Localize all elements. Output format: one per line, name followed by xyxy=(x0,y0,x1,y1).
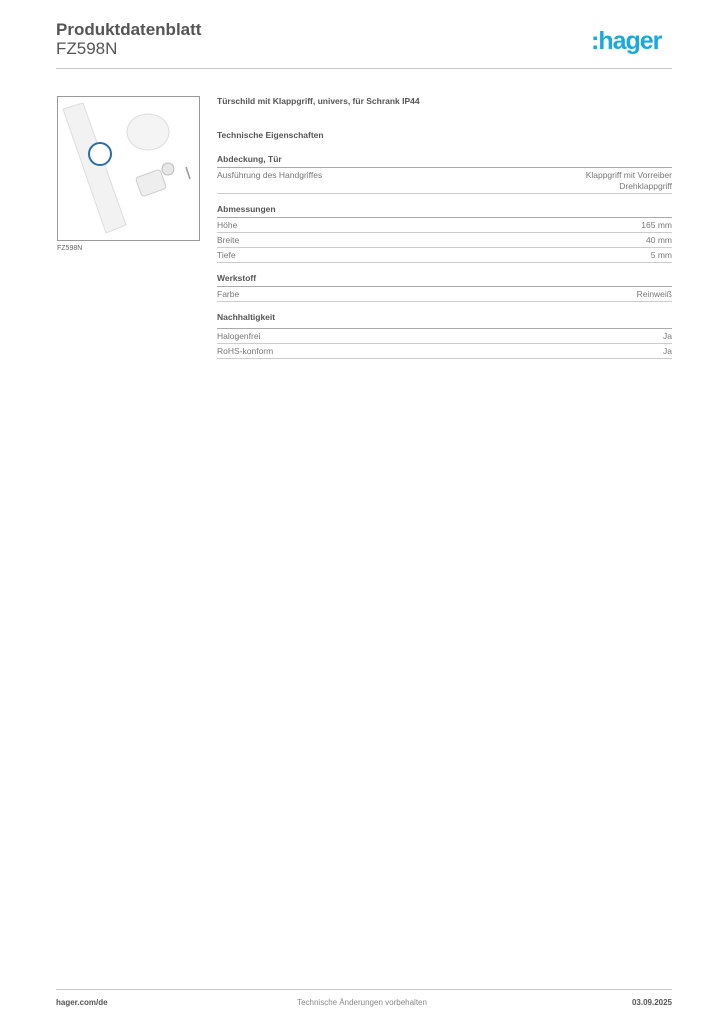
property-value: 5 mm xyxy=(650,249,672,260)
section-title: Nachhaltigkeit xyxy=(217,312,672,329)
property-label: Halogenfrei xyxy=(217,330,261,341)
property-row: Farbe Reinweiß xyxy=(217,287,672,302)
property-value: 165 mm xyxy=(641,219,672,230)
footer-date: 03.09.2025 xyxy=(631,998,672,1007)
section-title: Abmessungen xyxy=(217,204,672,218)
property-label: Höhe xyxy=(217,219,238,230)
property-label: Farbe xyxy=(217,288,240,299)
property-value: Reinweiß xyxy=(636,288,672,299)
section-title: Werkstoff xyxy=(217,273,672,287)
footer-website[interactable]: hager.com/de xyxy=(56,998,108,1007)
product-image xyxy=(57,96,200,241)
section-nachhaltigkeit: Nachhaltigkeit Halogenfrei Ja RoHS-konfor… xyxy=(217,312,672,359)
property-label: Ausführung des Handgriffes xyxy=(217,169,323,180)
product-title: Türschild mit Klappgriff, univers, für S… xyxy=(217,96,420,106)
property-value: Klappgriff mit Vorreiber xyxy=(585,169,672,180)
property-row: Halogenfrei Ja xyxy=(217,329,672,344)
article-number: FZ598N xyxy=(56,39,118,58)
hager-logo: :hager xyxy=(591,27,662,55)
image-caption: FZ598N xyxy=(57,245,83,252)
section-werkstoff: Werkstoff Farbe Reinweiß xyxy=(217,273,672,302)
property-value: Ja xyxy=(663,330,672,341)
page-title: Produktdatenblatt xyxy=(56,20,202,39)
section-heading: Technische Eigenschaften xyxy=(217,130,324,140)
product-details: Türschild mit Klappgriff, univers, für S… xyxy=(217,96,672,369)
property-row: Ausführung des Handgriffes Klappgriff mi… xyxy=(217,168,672,194)
property-label: Tiefe xyxy=(217,249,236,260)
property-row: RoHS-konform Ja xyxy=(217,344,672,359)
section-abdeckung: Abdeckung, Tür Ausführung des Handgriffe… xyxy=(217,154,672,194)
property-label: Breite xyxy=(217,234,240,245)
property-row: Tiefe 5 mm xyxy=(217,248,672,263)
product-illustration xyxy=(62,102,191,234)
property-value: Ja xyxy=(663,345,672,356)
property-row: Höhe 165 mm xyxy=(217,218,672,233)
header-divider xyxy=(56,68,672,69)
property-row: Breite 40 mm xyxy=(217,233,672,248)
section-abmessungen: Abmessungen Höhe 165 mm Breite 40 mm Tiefe… xyxy=(217,204,672,263)
property-value: Drehklappgriff xyxy=(619,180,672,191)
property-value: 40 mm xyxy=(646,234,672,245)
property-label: RoHS-konform xyxy=(217,345,274,356)
section-title: Abdeckung, Tür xyxy=(217,154,672,168)
footer-divider xyxy=(56,989,672,990)
footer-notice: Technische Änderungen vorbehalten xyxy=(297,998,427,1007)
